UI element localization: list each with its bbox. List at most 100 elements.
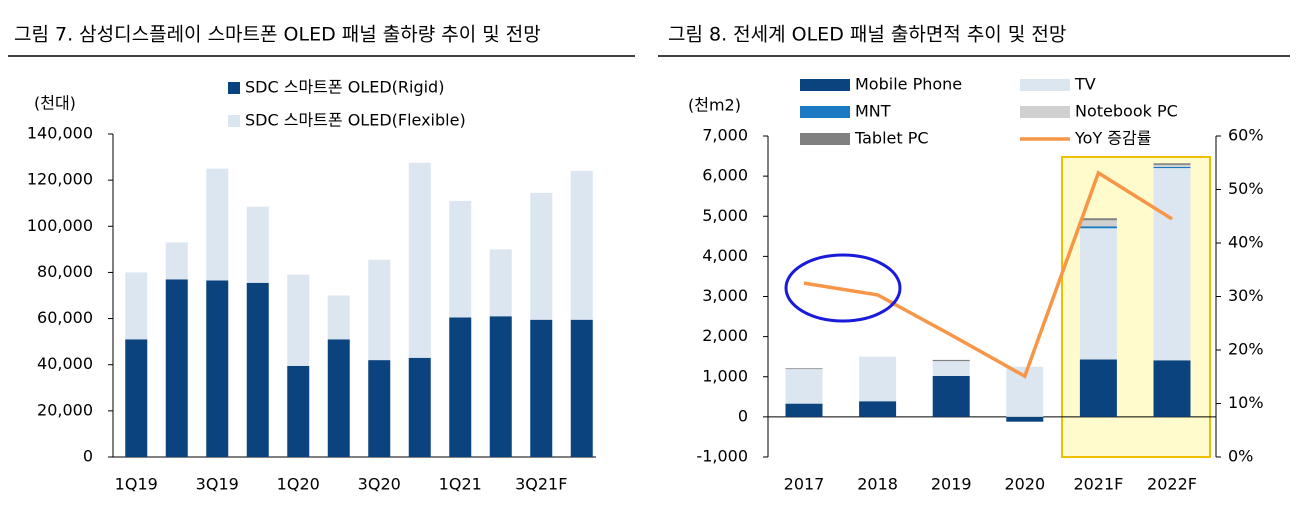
y-tick-label: -1,000 xyxy=(696,447,748,466)
bar xyxy=(246,206,269,283)
chart-title: 그림 8. 전세계 OLED 패널 출하면적 추이 및 전망 xyxy=(668,24,1066,46)
y2-tick-label: 50% xyxy=(1228,179,1264,198)
y-tick-label: 100,000 xyxy=(27,216,93,235)
bar xyxy=(530,319,553,457)
y-tick-label: 6,000 xyxy=(702,166,748,185)
bar xyxy=(1006,416,1044,422)
bar xyxy=(327,339,350,457)
bar xyxy=(932,359,970,362)
bar xyxy=(785,369,823,404)
bar xyxy=(859,401,897,417)
bar xyxy=(1079,226,1117,229)
bar xyxy=(449,200,472,318)
bar xyxy=(785,368,823,370)
bar xyxy=(1153,168,1191,361)
bar xyxy=(125,339,148,457)
legend-label: MNT xyxy=(855,102,891,121)
y-unit-label: (천대) xyxy=(34,94,76,113)
bar xyxy=(1153,164,1191,167)
x-tick-label: 1Q19 xyxy=(115,475,158,494)
bar xyxy=(1153,163,1191,165)
legend-label: TV xyxy=(1074,75,1096,94)
bar xyxy=(206,280,229,457)
legend-swatch xyxy=(1020,106,1070,118)
legend-swatch xyxy=(800,133,850,145)
x-tick-label: 1Q21 xyxy=(439,475,482,494)
x-tick-label: 2018 xyxy=(857,475,898,494)
y-tick-label: 120,000 xyxy=(27,170,93,189)
bar xyxy=(165,279,188,457)
bar xyxy=(1153,360,1191,417)
legend-label: Notebook PC xyxy=(1075,102,1178,121)
y-tick-label: 20,000 xyxy=(37,400,93,419)
bar xyxy=(246,282,269,457)
bar xyxy=(530,192,553,320)
chart-title: 그림 7. 삼성디스플레이 스마트폰 OLED 패널 출하량 추이 및 전망 xyxy=(14,24,541,46)
legend-label: Tablet PC xyxy=(854,129,929,148)
bar xyxy=(206,168,229,281)
annotation-circle xyxy=(784,253,902,323)
y-tick-label: 140,000 xyxy=(27,124,93,143)
y2-tick-label: 20% xyxy=(1228,340,1264,359)
y2-tick-label: 0% xyxy=(1228,447,1253,466)
bar xyxy=(408,162,431,358)
x-tick-label: 3Q19 xyxy=(196,475,239,494)
bar xyxy=(1079,218,1117,221)
y2-tick-label: 40% xyxy=(1228,233,1264,252)
y-tick-label: 60,000 xyxy=(37,308,93,327)
bar xyxy=(368,259,391,361)
legend-swatch xyxy=(800,106,850,118)
bar xyxy=(327,295,350,340)
y2-tick-label: 30% xyxy=(1228,286,1264,305)
bar xyxy=(1079,359,1117,417)
x-tick-label: 3Q20 xyxy=(358,475,401,494)
bar xyxy=(368,360,391,457)
line-series xyxy=(803,170,1173,379)
y-tick-label: 3,000 xyxy=(702,286,748,305)
legend-label: Mobile Phone xyxy=(855,75,962,94)
legend-swatch xyxy=(228,115,240,127)
x-tick-label: 2019 xyxy=(931,475,972,494)
bar xyxy=(408,357,431,457)
bar xyxy=(1079,220,1117,227)
x-tick-label: 2022F xyxy=(1147,475,1197,494)
bar xyxy=(287,365,310,457)
bar xyxy=(932,375,970,417)
y-tick-label: 0 xyxy=(738,406,748,425)
bar xyxy=(449,317,472,457)
y-unit-label: (천m2) xyxy=(688,96,741,115)
legend-label: SDC 스마트폰 OLED(Rigid) xyxy=(245,78,444,97)
y2-tick-label: 10% xyxy=(1228,393,1264,412)
bar xyxy=(570,170,593,320)
bar xyxy=(1079,228,1117,360)
bar xyxy=(489,316,512,457)
legend-swatch xyxy=(228,82,240,94)
x-tick-label: 1Q20 xyxy=(277,475,320,494)
bar xyxy=(287,274,310,366)
legend-label: YoY 증감률 xyxy=(1074,129,1151,148)
bar xyxy=(859,356,897,402)
bar xyxy=(1153,166,1191,169)
x-tick-label: 2017 xyxy=(784,475,825,494)
x-tick-label: 3Q21F xyxy=(515,475,567,494)
x-tick-label: 2021F xyxy=(1073,475,1123,494)
bar xyxy=(932,361,970,376)
bar xyxy=(570,319,593,457)
y-tick-label: 40,000 xyxy=(37,354,93,373)
legend-swatch xyxy=(1020,79,1070,91)
y-tick-label: 80,000 xyxy=(37,262,93,281)
legend-swatch xyxy=(800,79,850,91)
y2-tick-label: 60% xyxy=(1228,126,1264,145)
bar xyxy=(489,249,512,317)
bar xyxy=(165,242,188,280)
legend-label: SDC 스마트폰 OLED(Flexible) xyxy=(245,111,466,130)
y-tick-label: 5,000 xyxy=(702,206,748,225)
y-tick-label: 0 xyxy=(83,447,93,466)
y-tick-label: 2,000 xyxy=(702,326,748,345)
x-tick-label: 2020 xyxy=(1004,475,1045,494)
y-tick-label: 7,000 xyxy=(702,126,748,145)
bar xyxy=(125,272,148,340)
y-tick-label: 4,000 xyxy=(702,246,748,265)
y-tick-label: 1,000 xyxy=(702,366,748,385)
